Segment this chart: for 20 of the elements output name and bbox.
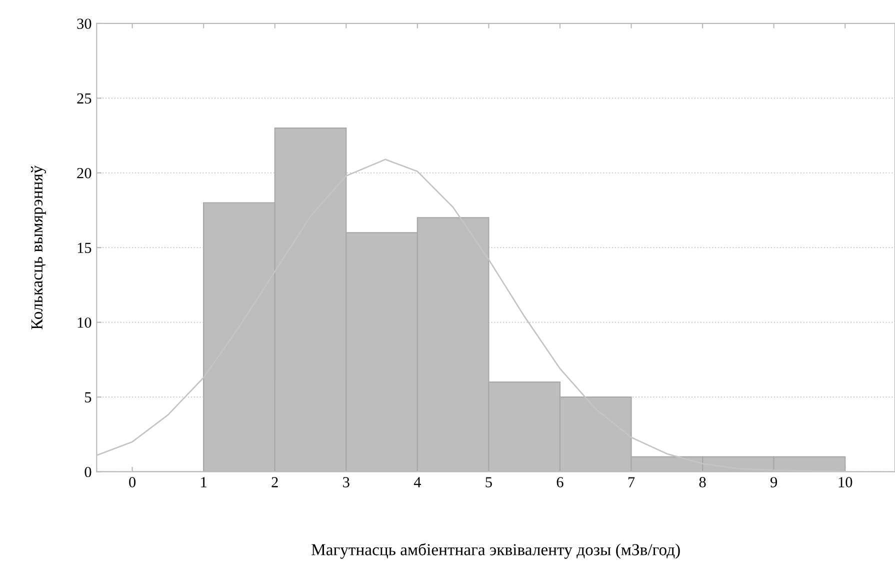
- x-tick-label: 5: [486, 477, 492, 488]
- x-tick-label: 7: [628, 477, 635, 488]
- y-tick-label: 10: [78, 317, 92, 328]
- y-tick-label: 5: [85, 392, 92, 402]
- y-tick-label: 15: [78, 242, 92, 254]
- y-axis-title: Колькасць вымярэнняў: [30, 165, 46, 330]
- x-tick-label: 4: [414, 477, 421, 488]
- x-tick-label: 10: [838, 477, 852, 488]
- x-tick-label: 0: [129, 477, 136, 488]
- x-tick-label: 8: [699, 477, 706, 488]
- y-tick-label: 20: [77, 168, 92, 178]
- x-tick-label: 2: [272, 477, 278, 488]
- y-tick-label: 30: [77, 18, 92, 29]
- x-axis-title: Магутнасць амбіентнага эквіваленту дозы (мЗв/год): [312, 543, 680, 559]
- x-tick-label: 6: [556, 477, 564, 488]
- y-tick-label: 25: [77, 93, 92, 104]
- x-tick-label: 1: [201, 477, 206, 488]
- x-tick-label: 3: [343, 477, 350, 488]
- x-tick-label: 9: [770, 477, 778, 488]
- y-tick-label: 0: [84, 466, 92, 478]
